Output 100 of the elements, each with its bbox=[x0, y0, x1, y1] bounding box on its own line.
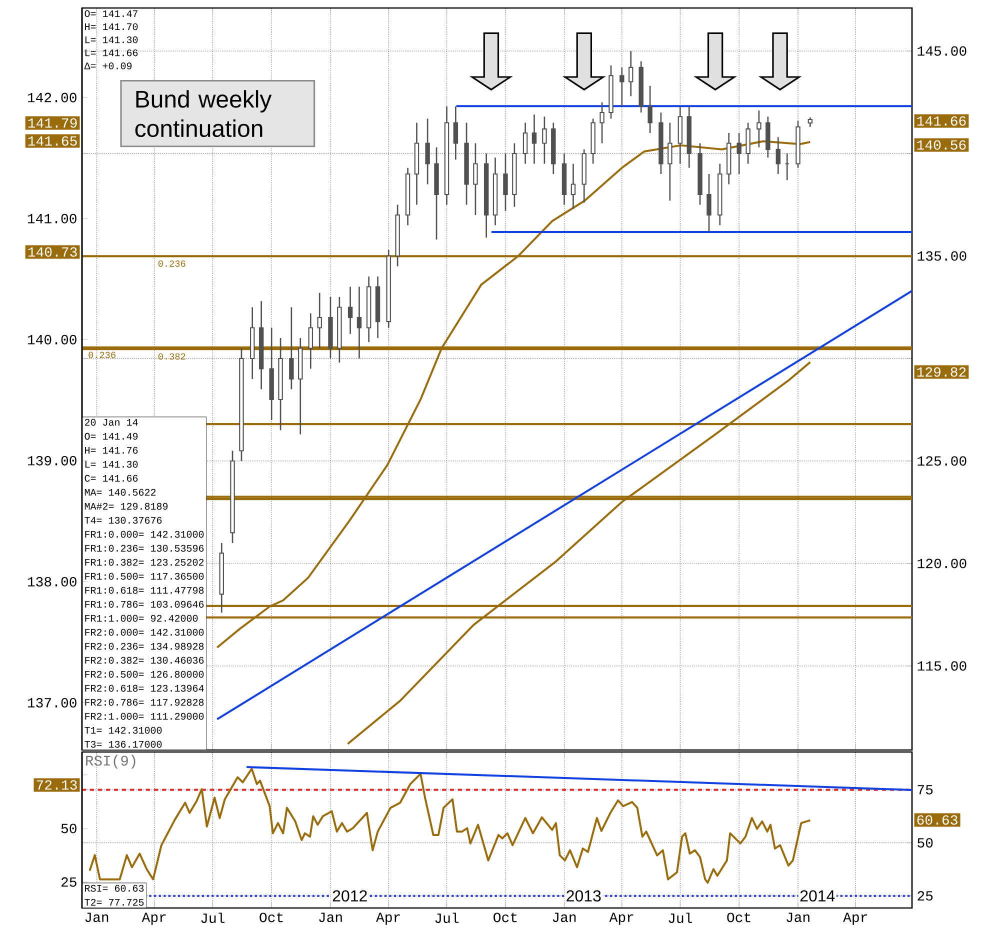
annotation: FR2:0.236= 134.98928 bbox=[85, 642, 204, 650]
annotation: 2013 bbox=[566, 890, 601, 902]
y-tick-label: 125.00 bbox=[918, 456, 966, 466]
annotation: L= 141.66 bbox=[85, 49, 138, 56]
annotation: FR2:0.786= 117.92828 bbox=[85, 698, 204, 706]
annotation: FR2:0.000= 142.31000 bbox=[85, 628, 204, 636]
text: 141.65 bbox=[28, 136, 77, 146]
text: 72.13 bbox=[36, 780, 77, 790]
annotation: FR2:0.500= 126.80000 bbox=[85, 670, 204, 678]
annotation: H= 141.76 bbox=[85, 446, 138, 454]
candlestick bbox=[600, 102, 604, 144]
x-tick-label: Oct bbox=[494, 912, 517, 922]
y-tick-label: 25 bbox=[918, 891, 933, 901]
annotation: H= 141.70 bbox=[85, 23, 138, 30]
candlestick bbox=[668, 122, 672, 202]
candlestick bbox=[532, 114, 537, 164]
line-series bbox=[88, 768, 812, 884]
candlestick bbox=[317, 292, 322, 349]
x-tick-label: Jan bbox=[786, 912, 810, 922]
y2-tick-label: 141.00 bbox=[28, 214, 76, 224]
annotation: L= 141.30 bbox=[85, 36, 138, 44]
candlestick bbox=[756, 110, 762, 148]
annotation: O= 141.47 bbox=[84, 10, 138, 18]
x-tick-label: Jul bbox=[668, 912, 692, 923]
x-tick-label: Jul bbox=[201, 912, 224, 923]
text: 140.56 bbox=[917, 140, 966, 150]
y-tick-label: 145.00 bbox=[918, 46, 966, 56]
x-tick-label: Jan bbox=[319, 912, 342, 922]
y-tick-label: 75 bbox=[918, 785, 933, 794]
y2-tick-label: 25 bbox=[61, 877, 76, 887]
text: 141.66 bbox=[917, 116, 966, 126]
y2-tick-label: 138.00 bbox=[28, 576, 76, 586]
annotation: T2= 77.725 bbox=[84, 898, 144, 906]
annotation: FR1:0.000= 142.31000 bbox=[85, 530, 204, 538]
candlestick bbox=[356, 286, 362, 360]
y2-tick-label: 142.00 bbox=[28, 92, 76, 102]
candlestick bbox=[570, 163, 576, 210]
candlestick bbox=[503, 152, 508, 212]
x-tick-label: Apr bbox=[376, 912, 400, 925]
text: 141.79 bbox=[28, 118, 77, 128]
candlestick bbox=[453, 106, 458, 160]
annotation: T1= 142.31000 bbox=[84, 726, 162, 734]
annotation: Δ= +0.09 bbox=[84, 62, 132, 70]
y2-tick-label: 50 bbox=[61, 824, 76, 834]
annotation: FR1:0.382= 123.25202 bbox=[85, 558, 204, 566]
candlestick bbox=[473, 142, 478, 216]
annotation: FR1:0.618= 111.47798 bbox=[85, 586, 204, 594]
annotation: FR1:1.000= 92.42000 bbox=[85, 614, 198, 622]
annotation: FR2:0.618= 123.13964 bbox=[85, 684, 204, 692]
annotation: T3= 136.17000 bbox=[84, 740, 162, 748]
y-tick-label: 135.00 bbox=[918, 251, 966, 261]
candlestick bbox=[736, 132, 742, 175]
text: 140.73 bbox=[28, 247, 77, 257]
x-tick-label: Apr bbox=[843, 912, 867, 925]
annotation: 0.236 bbox=[88, 352, 116, 358]
annotation: L= 141.30 bbox=[85, 460, 138, 468]
candlestick bbox=[522, 122, 528, 164]
annotation: 2012 bbox=[332, 890, 367, 902]
y2-tick-label: 139.00 bbox=[28, 456, 76, 466]
x-tick-label: Oct bbox=[727, 912, 750, 922]
y2-tick-label: 140.00 bbox=[28, 334, 76, 344]
annotation: 20 Jan 14 bbox=[84, 418, 138, 426]
text: Bund weekly continuation bbox=[135, 90, 272, 138]
annotation: MA= 140.5622 bbox=[84, 488, 156, 496]
chart-title: RSI(9) bbox=[86, 754, 136, 769]
annotation: 2014 bbox=[800, 890, 835, 902]
x-tick-label: Apr bbox=[142, 912, 166, 925]
candlestick bbox=[542, 116, 547, 164]
candlestick bbox=[706, 173, 712, 232]
x-tick-label: Apr bbox=[609, 912, 634, 925]
x-tick-label: Jan bbox=[552, 912, 576, 922]
candlestick bbox=[348, 286, 353, 335]
x-tick-label: Jul bbox=[435, 912, 459, 923]
annotation: FR2:0.382= 130.46036 bbox=[85, 656, 204, 664]
candlestick bbox=[648, 85, 652, 134]
y2-tick-label: 137.00 bbox=[28, 698, 76, 708]
annotation: FR1:0.236= 130.53596 bbox=[85, 544, 204, 552]
annotation: FR1:0.786= 103.09646 bbox=[85, 600, 204, 608]
x-tick-label: Jan bbox=[85, 912, 108, 922]
annotation: MA#2= 129.8189 bbox=[84, 502, 168, 510]
candlestick bbox=[776, 136, 781, 175]
candlestick bbox=[425, 118, 430, 185]
candlestick bbox=[620, 66, 624, 108]
text: 129.82 bbox=[917, 367, 966, 377]
annotation: C= 141.66 bbox=[84, 474, 138, 482]
text: 60.63 bbox=[917, 815, 958, 825]
candlestick bbox=[808, 116, 813, 128]
annotation: FR1:0.500= 117.36500 bbox=[85, 572, 204, 580]
annotation: T4= 130.37676 bbox=[84, 516, 162, 524]
annotation: 0.236 bbox=[158, 260, 186, 267]
candlestick bbox=[289, 306, 294, 390]
y-tick-label: 50 bbox=[918, 838, 933, 848]
candlestick bbox=[308, 312, 314, 370]
y-tick-label: 115.00 bbox=[918, 661, 966, 671]
annotation: 0.382 bbox=[158, 353, 186, 360]
annotation: O= 141.49 bbox=[84, 432, 138, 440]
x-tick-label: Oct bbox=[260, 912, 283, 922]
annotation: FR2:1.000= 111.29000 bbox=[85, 712, 204, 720]
y-tick-label: 120.00 bbox=[918, 558, 966, 568]
annotation: RSI= 60.63 bbox=[85, 884, 144, 892]
